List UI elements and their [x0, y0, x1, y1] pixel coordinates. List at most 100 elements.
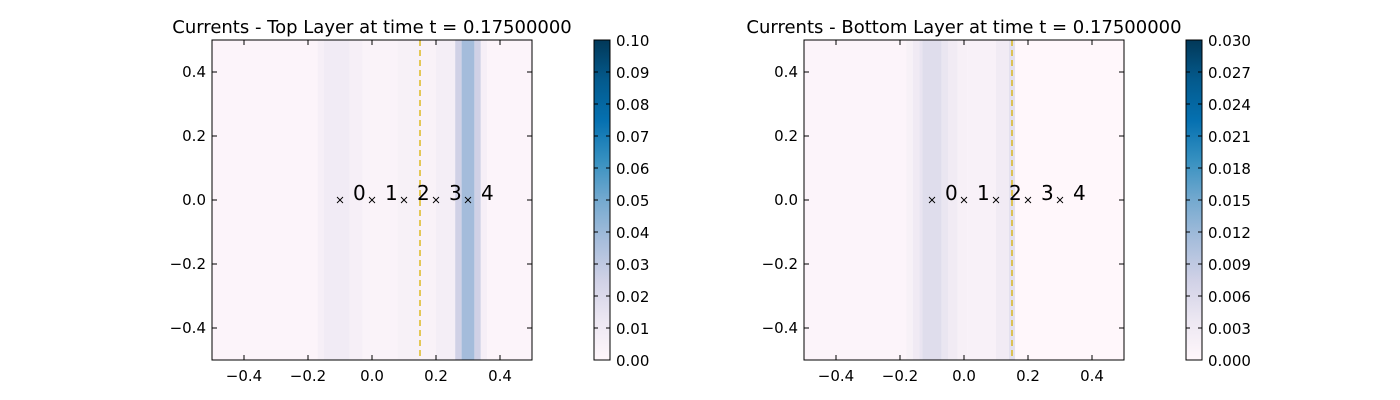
point-marker	[960, 196, 968, 204]
x-tick-label: −0.2	[290, 367, 326, 385]
y-tick-label: −0.2	[762, 255, 798, 273]
point-label: 0	[353, 181, 366, 205]
point-label: 3	[1041, 181, 1054, 205]
y-tick-label: 0.2	[774, 127, 798, 145]
point-marker	[1024, 196, 1032, 204]
heatmap-band	[362, 40, 398, 360]
heatmap	[804, 40, 1124, 360]
point-label: 4	[1073, 181, 1086, 205]
colorbar-tick-label: 0.04	[616, 224, 649, 242]
colorbar-tick-label: 0.03	[616, 256, 649, 274]
heatmap-band	[906, 40, 913, 360]
y-tick-label: 0.4	[774, 63, 798, 81]
x-tick-label: 0.4	[488, 367, 512, 385]
heatmap-band	[212, 40, 318, 360]
heatmap-band	[941, 40, 948, 360]
marker-cross	[336, 196, 344, 204]
colorbar-tick-label: 0.10	[616, 32, 649, 50]
heatmap-band	[324, 40, 350, 360]
colorbar-tick-label: 0.021	[1208, 128, 1251, 146]
colorbar-tick-label: 0.024	[1208, 96, 1251, 114]
heatmap-band	[480, 40, 488, 360]
heatmap	[212, 40, 532, 360]
heatmap-band	[957, 40, 968, 360]
y-tick-label: −0.4	[762, 319, 798, 337]
y-tick-label: 0.0	[774, 191, 798, 209]
heatmap-band	[919, 40, 923, 360]
chart-panel-0: Currents - Top Layer at time t = 0.17500…	[170, 17, 650, 385]
marker-cross	[992, 196, 1000, 204]
point-marker	[928, 196, 936, 204]
x-tick-label: 0.0	[360, 367, 384, 385]
colorbar-tick-label: 0.015	[1208, 192, 1251, 210]
colorbar-tick-label: 0.00	[616, 352, 649, 370]
colorbar-tick-label: 0.01	[616, 320, 649, 338]
colorbar-tick-label: 0.02	[616, 288, 649, 306]
marker-cross	[464, 196, 472, 204]
marker-cross	[928, 196, 936, 204]
heatmap-band	[967, 40, 996, 360]
colorbar-tick-label: 0.030	[1208, 32, 1251, 50]
heatmap-band	[436, 40, 456, 360]
chart-title: Currents - Top Layer at time t = 0.17500…	[172, 17, 572, 38]
heatmap-band	[912, 40, 920, 360]
marker-cross	[368, 196, 376, 204]
colorbar-tick-label: 0.000	[1208, 352, 1251, 370]
point-marker	[464, 196, 472, 204]
y-tick-label: −0.4	[170, 319, 206, 337]
marker-cross	[400, 196, 408, 204]
colorbar-tick-label: 0.05	[616, 192, 649, 210]
heatmap-band	[1015, 40, 1124, 360]
heatmap-band	[397, 40, 420, 360]
colorbar-tick-label: 0.012	[1208, 224, 1251, 242]
point-marker	[1056, 196, 1064, 204]
chart-title: Currents - Bottom Layer at time t = 0.17…	[746, 17, 1181, 38]
y-tick-label: 0.4	[182, 63, 206, 81]
point-label: 1	[977, 181, 990, 205]
marker-cross	[432, 196, 440, 204]
point-marker	[368, 196, 376, 204]
colorbar-tick-label: 0.07	[616, 128, 649, 146]
x-tick-label: 0.0	[952, 367, 976, 385]
point-label: 2	[1009, 181, 1022, 205]
x-tick-label: −0.4	[818, 367, 854, 385]
x-tick-label: −0.4	[226, 367, 262, 385]
point-label: 4	[481, 181, 494, 205]
marker-cross	[960, 196, 968, 204]
marker-cross	[1056, 196, 1064, 204]
colorbar-tick-label: 0.003	[1208, 320, 1251, 338]
y-tick-label: −0.2	[170, 255, 206, 273]
point-marker	[400, 196, 408, 204]
heatmap-band	[420, 40, 436, 360]
colorbar-tick-label: 0.006	[1208, 288, 1251, 306]
x-tick-label: 0.4	[1080, 367, 1104, 385]
colorbar-tick-label: 0.09	[616, 64, 649, 82]
heatmap-band	[948, 40, 958, 360]
x-tick-label: 0.2	[424, 367, 448, 385]
heatmap-band	[487, 40, 532, 360]
y-tick-label: 0.2	[182, 127, 206, 145]
point-marker	[336, 196, 344, 204]
heatmap-band	[349, 40, 363, 360]
point-label: 2	[417, 181, 430, 205]
point-label: 1	[385, 181, 398, 205]
y-tick-label: 0.0	[182, 191, 206, 209]
chart-panel-1: Currents - Bottom Layer at time t = 0.17…	[746, 17, 1251, 385]
heatmap-band	[804, 40, 907, 360]
point-marker	[992, 196, 1000, 204]
point-marker	[432, 196, 440, 204]
colorbar-tick-label: 0.06	[616, 160, 649, 178]
colorbar-tick-label: 0.018	[1208, 160, 1251, 178]
colorbar-tick-label: 0.08	[616, 96, 649, 114]
heatmap-band	[996, 40, 1009, 360]
point-label: 0	[945, 181, 958, 205]
heatmap-band	[474, 40, 481, 360]
point-label: 3	[449, 181, 462, 205]
x-tick-label: 0.2	[1016, 367, 1040, 385]
marker-cross	[1024, 196, 1032, 204]
heatmap-band	[317, 40, 324, 360]
heatmap-band	[455, 40, 462, 360]
x-tick-label: −0.2	[882, 367, 918, 385]
colorbar-tick-label: 0.027	[1208, 64, 1251, 82]
